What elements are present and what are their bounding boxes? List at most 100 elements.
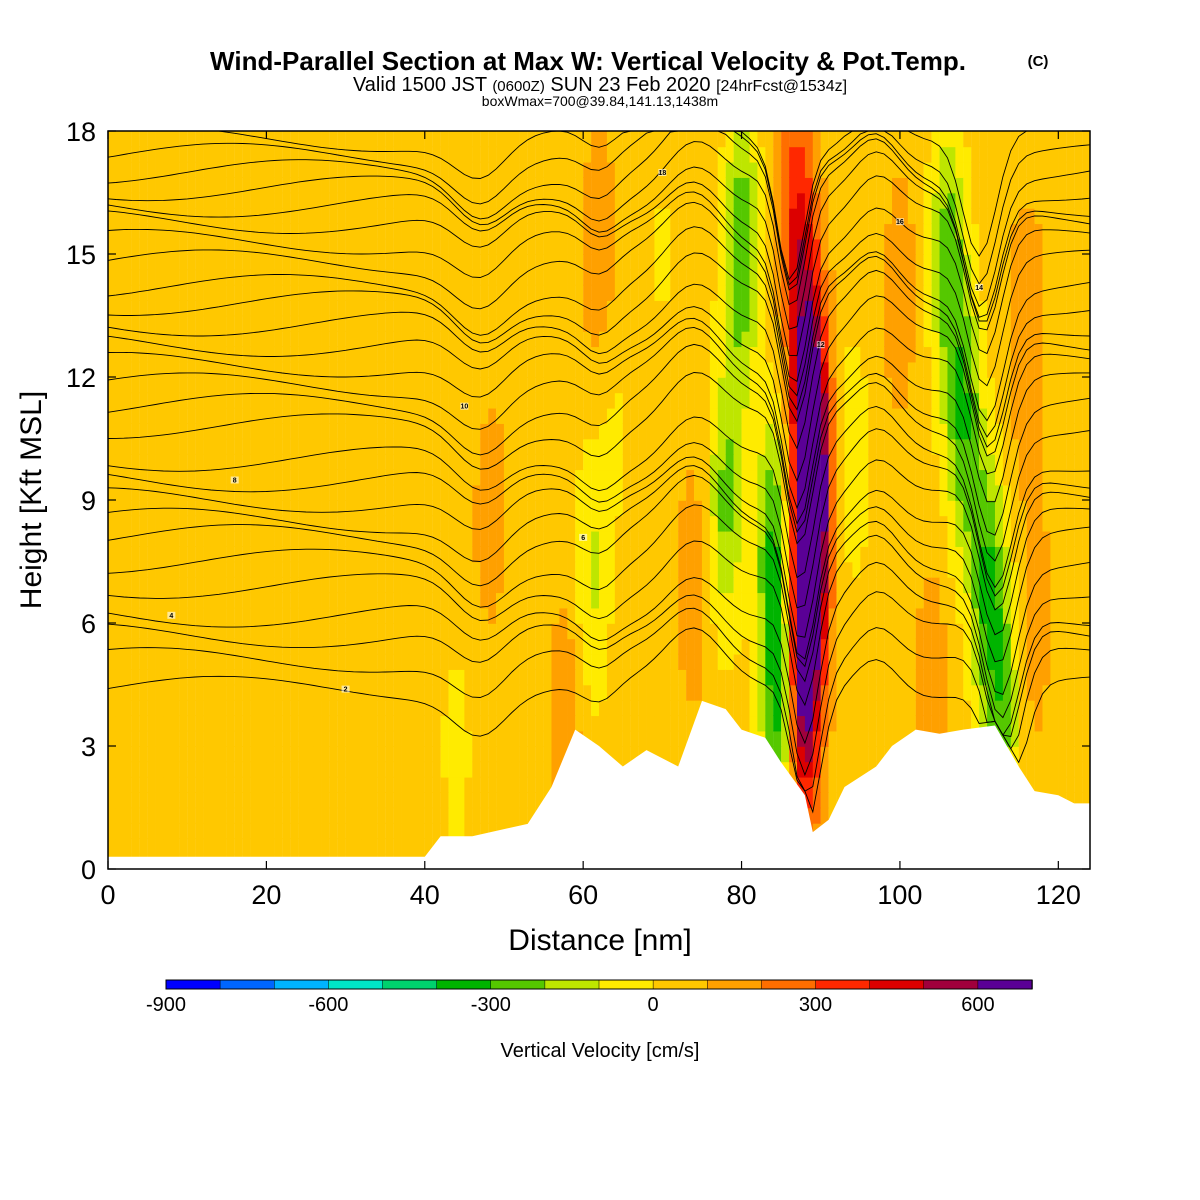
w-cell bbox=[535, 699, 544, 717]
w-cell bbox=[860, 423, 869, 440]
w-cell bbox=[915, 346, 924, 363]
w-cell bbox=[994, 330, 1004, 348]
w-cell bbox=[543, 561, 552, 578]
w-cell bbox=[179, 638, 188, 655]
w-cell bbox=[979, 315, 988, 332]
w-cell bbox=[527, 515, 536, 532]
w-cell bbox=[907, 715, 916, 732]
w-cell bbox=[226, 653, 235, 670]
w-cell bbox=[860, 392, 869, 409]
w-cell bbox=[701, 546, 711, 563]
w-cell bbox=[1042, 669, 1051, 686]
w-cell bbox=[519, 254, 528, 271]
w-cell bbox=[242, 684, 251, 701]
w-cell bbox=[115, 776, 124, 793]
w-cell bbox=[868, 361, 877, 378]
w-cell bbox=[1002, 269, 1011, 286]
w-cell bbox=[163, 776, 172, 793]
w-cell bbox=[432, 653, 441, 670]
w-cell bbox=[868, 300, 877, 317]
chart-subtitle: Valid 1500 JST (0600Z) SUN 23 Feb 2020 [… bbox=[353, 74, 847, 96]
w-cell bbox=[250, 592, 259, 609]
w-cell bbox=[416, 807, 425, 824]
w-cell bbox=[987, 546, 996, 563]
w-cell bbox=[614, 730, 623, 747]
w-cell bbox=[939, 269, 948, 286]
w-cell bbox=[290, 761, 299, 778]
w-cell bbox=[171, 607, 180, 624]
w-cell bbox=[1050, 638, 1059, 655]
w-cell bbox=[852, 684, 861, 701]
w-cell bbox=[757, 315, 766, 332]
w-cell bbox=[820, 746, 829, 763]
w-cell bbox=[416, 623, 425, 640]
w-cell bbox=[583, 407, 592, 424]
w-cell bbox=[115, 669, 124, 686]
w-cell bbox=[195, 623, 204, 640]
w-cell bbox=[203, 576, 212, 594]
w-cell bbox=[187, 776, 196, 793]
w-cell bbox=[377, 746, 386, 763]
w-cell bbox=[844, 730, 853, 747]
w-cell bbox=[765, 576, 774, 594]
w-cell bbox=[899, 561, 909, 578]
w-cell bbox=[654, 453, 663, 471]
w-cell bbox=[591, 469, 600, 486]
w-cell bbox=[179, 453, 188, 471]
w-cell bbox=[108, 484, 117, 501]
w-cell bbox=[828, 730, 837, 747]
w-cell bbox=[892, 269, 901, 286]
w-cell bbox=[171, 669, 180, 686]
w-cell bbox=[987, 576, 996, 594]
w-cell bbox=[535, 623, 544, 640]
w-cell bbox=[662, 346, 671, 363]
w-cell bbox=[298, 453, 307, 471]
w-cell bbox=[155, 638, 164, 655]
w-cell bbox=[218, 254, 227, 271]
w-cell bbox=[369, 377, 378, 394]
w-cell bbox=[907, 407, 916, 424]
w-cell bbox=[1082, 653, 1090, 670]
w-cell bbox=[979, 669, 988, 686]
w-cell bbox=[187, 284, 196, 301]
w-cell bbox=[733, 300, 742, 317]
w-cell bbox=[108, 592, 117, 609]
w-cell bbox=[781, 638, 790, 655]
w-cell bbox=[781, 346, 790, 363]
w-cell bbox=[377, 807, 386, 824]
w-cell bbox=[860, 377, 869, 394]
w-cell bbox=[567, 453, 576, 471]
w-cell bbox=[377, 515, 386, 532]
w-cell bbox=[464, 623, 473, 640]
w-cell bbox=[1074, 684, 1083, 701]
w-cell bbox=[131, 300, 140, 317]
w-cell bbox=[369, 822, 378, 840]
w-cell bbox=[939, 423, 948, 440]
w-cell bbox=[591, 730, 600, 747]
w-cell bbox=[789, 453, 798, 471]
w-cell bbox=[115, 438, 124, 455]
w-cell bbox=[955, 453, 964, 471]
w-cell bbox=[448, 453, 457, 471]
subtitle-valid: Valid 1500 JST bbox=[353, 74, 487, 96]
w-cell bbox=[234, 284, 243, 301]
w-cell bbox=[108, 561, 117, 578]
w-cell bbox=[915, 653, 924, 670]
w-cell bbox=[377, 792, 386, 809]
w-cell bbox=[796, 592, 806, 609]
w-cell bbox=[369, 684, 378, 701]
w-cell bbox=[1018, 653, 1027, 670]
w-cell bbox=[606, 453, 615, 471]
w-cell bbox=[662, 530, 671, 547]
w-cell bbox=[1050, 761, 1059, 778]
w-cell bbox=[488, 653, 497, 670]
w-cell bbox=[947, 469, 956, 486]
w-cell bbox=[416, 684, 425, 701]
w-cell bbox=[654, 254, 663, 271]
w-cell bbox=[694, 361, 703, 378]
w-cell bbox=[1074, 592, 1083, 609]
w-cell bbox=[543, 392, 552, 409]
w-cell bbox=[725, 392, 734, 409]
w-cell bbox=[369, 607, 378, 624]
